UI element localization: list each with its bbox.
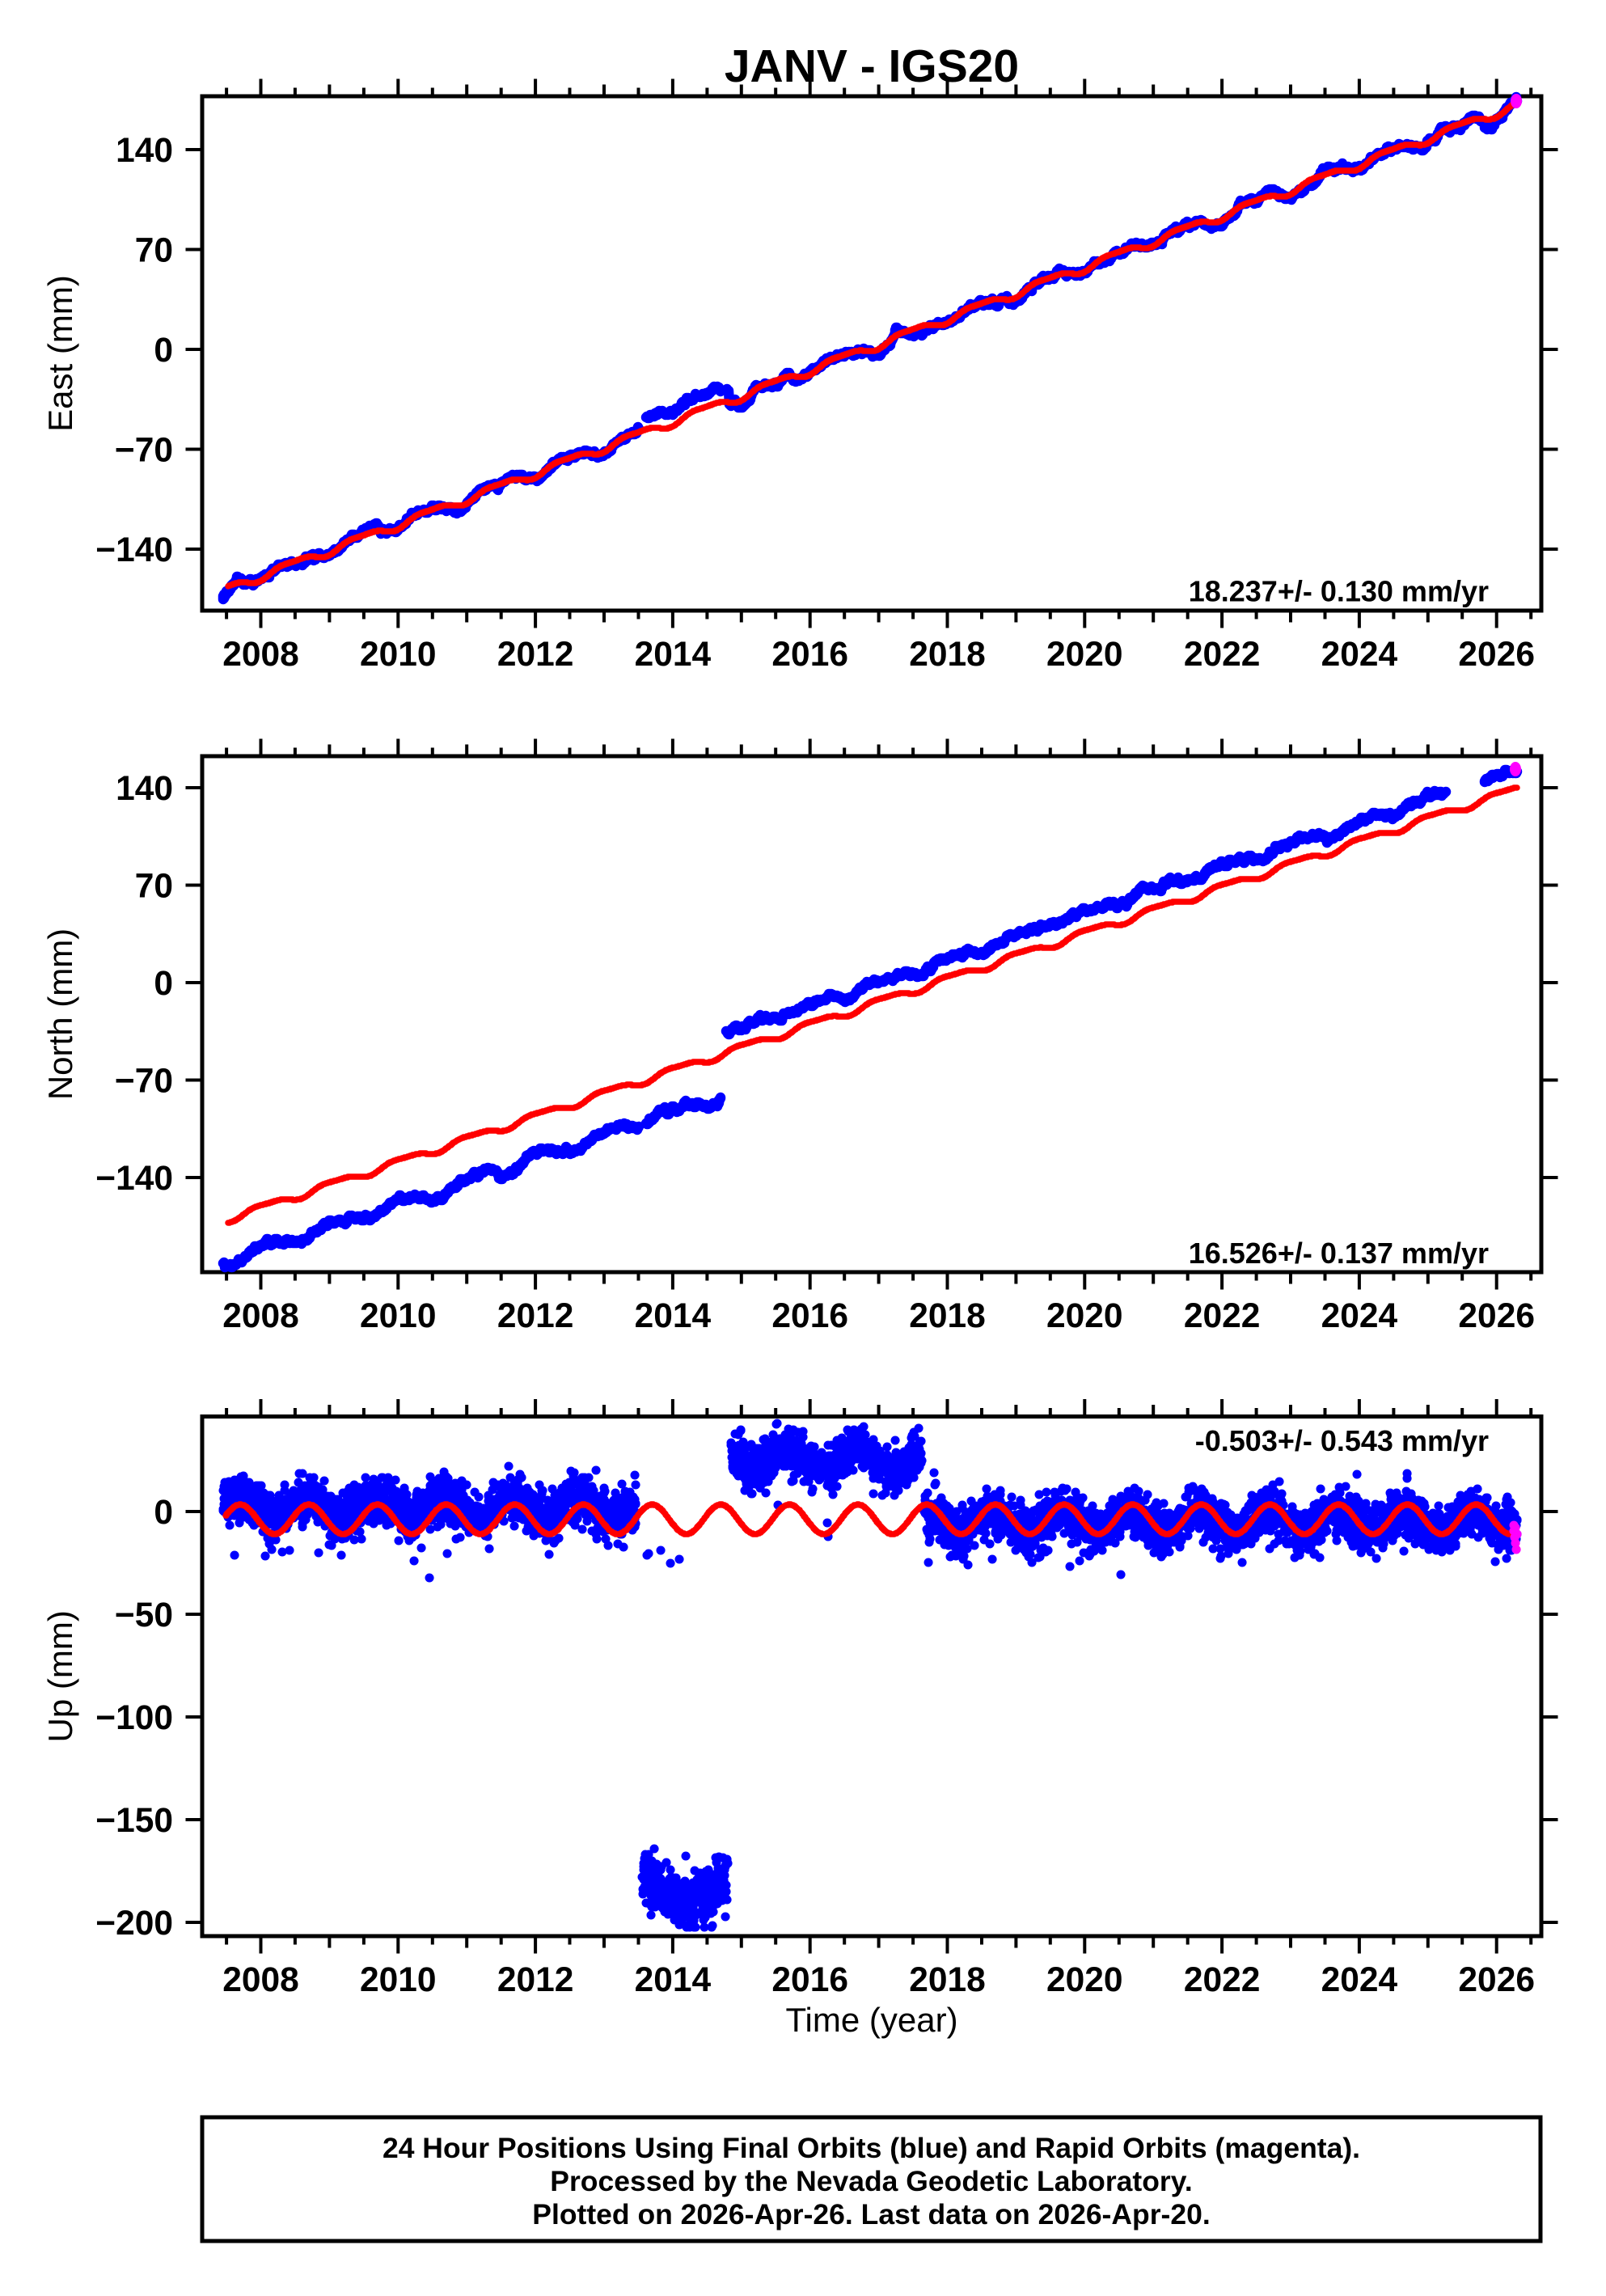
svg-text:−150: −150 [95,1802,173,1840]
svg-text:2022: 2022 [1184,1961,1261,1999]
svg-text:2018: 2018 [909,1961,986,1999]
svg-text:16.526+/- 0.137 mm/yr: 16.526+/- 0.137 mm/yr [1189,1237,1489,1270]
svg-text:2016: 2016 [771,636,848,674]
svg-text:Processed by the Nevada Geodet: Processed by the Nevada Geodetic Laborat… [550,2165,1192,2197]
svg-text:140: 140 [116,770,173,808]
svg-text:2020: 2020 [1046,1297,1123,1335]
svg-text:−140: −140 [95,1160,173,1198]
svg-text:−50: −50 [115,1596,173,1634]
svg-text:2008: 2008 [222,1961,299,1999]
svg-text:2018: 2018 [909,1297,986,1335]
svg-text:2018: 2018 [909,636,986,674]
svg-text:18.237+/- 0.130 mm/yr: 18.237+/- 0.130 mm/yr [1189,575,1489,608]
svg-text:Time (year): Time (year) [785,2001,957,2039]
svg-text:Plotted on 2026-Apr-26. Last d: Plotted on 2026-Apr-26. Last data on 202… [532,2198,1210,2230]
svg-text:2010: 2010 [360,1297,437,1335]
svg-text:2016: 2016 [771,1297,848,1335]
svg-text:2024: 2024 [1321,1961,1398,1999]
svg-text:0: 0 [154,965,173,1003]
svg-text:2014: 2014 [635,1297,712,1335]
svg-text:2008: 2008 [222,1297,299,1335]
svg-text:2022: 2022 [1184,1297,1261,1335]
svg-text:2020: 2020 [1046,636,1123,674]
svg-text:−140: −140 [95,531,173,569]
svg-text:2024: 2024 [1321,636,1398,674]
svg-text:2010: 2010 [360,1961,437,1999]
svg-text:−100: −100 [95,1699,173,1737]
svg-text:2026: 2026 [1458,1961,1535,1999]
svg-text:2020: 2020 [1046,1961,1123,1999]
svg-text:2012: 2012 [497,636,574,674]
svg-text:−70: −70 [115,1063,173,1101]
svg-text:Up (mm): Up (mm) [41,1610,79,1742]
svg-text:0: 0 [154,332,173,370]
svg-text:2026: 2026 [1458,1297,1535,1335]
svg-text:2010: 2010 [360,636,437,674]
svg-text:70: 70 [135,232,173,270]
svg-text:2022: 2022 [1184,636,1261,674]
svg-text:−70: −70 [115,432,173,470]
svg-text:2026: 2026 [1458,636,1535,674]
svg-text:2016: 2016 [771,1961,848,1999]
svg-text:140: 140 [116,132,173,170]
svg-text:JANV - IGS20: JANV - IGS20 [725,40,1019,92]
svg-text:North (mm): North (mm) [41,928,79,1100]
svg-text:−200: −200 [95,1905,173,1943]
svg-text:2014: 2014 [635,1961,712,1999]
svg-text:70: 70 [135,868,173,906]
svg-text:2024: 2024 [1321,1297,1398,1335]
svg-text:2012: 2012 [497,1297,574,1335]
svg-text:-0.503+/- 0.543 mm/yr: -0.503+/- 0.543 mm/yr [1195,1424,1489,1457]
svg-text:2012: 2012 [497,1961,574,1999]
svg-text:0: 0 [154,1494,173,1532]
svg-text:24 Hour Positions Using Final: 24 Hour Positions Using Final Orbits (bl… [382,2132,1360,2164]
svg-text:East (mm): East (mm) [41,275,79,432]
svg-text:2014: 2014 [635,636,712,674]
svg-text:2008: 2008 [222,636,299,674]
